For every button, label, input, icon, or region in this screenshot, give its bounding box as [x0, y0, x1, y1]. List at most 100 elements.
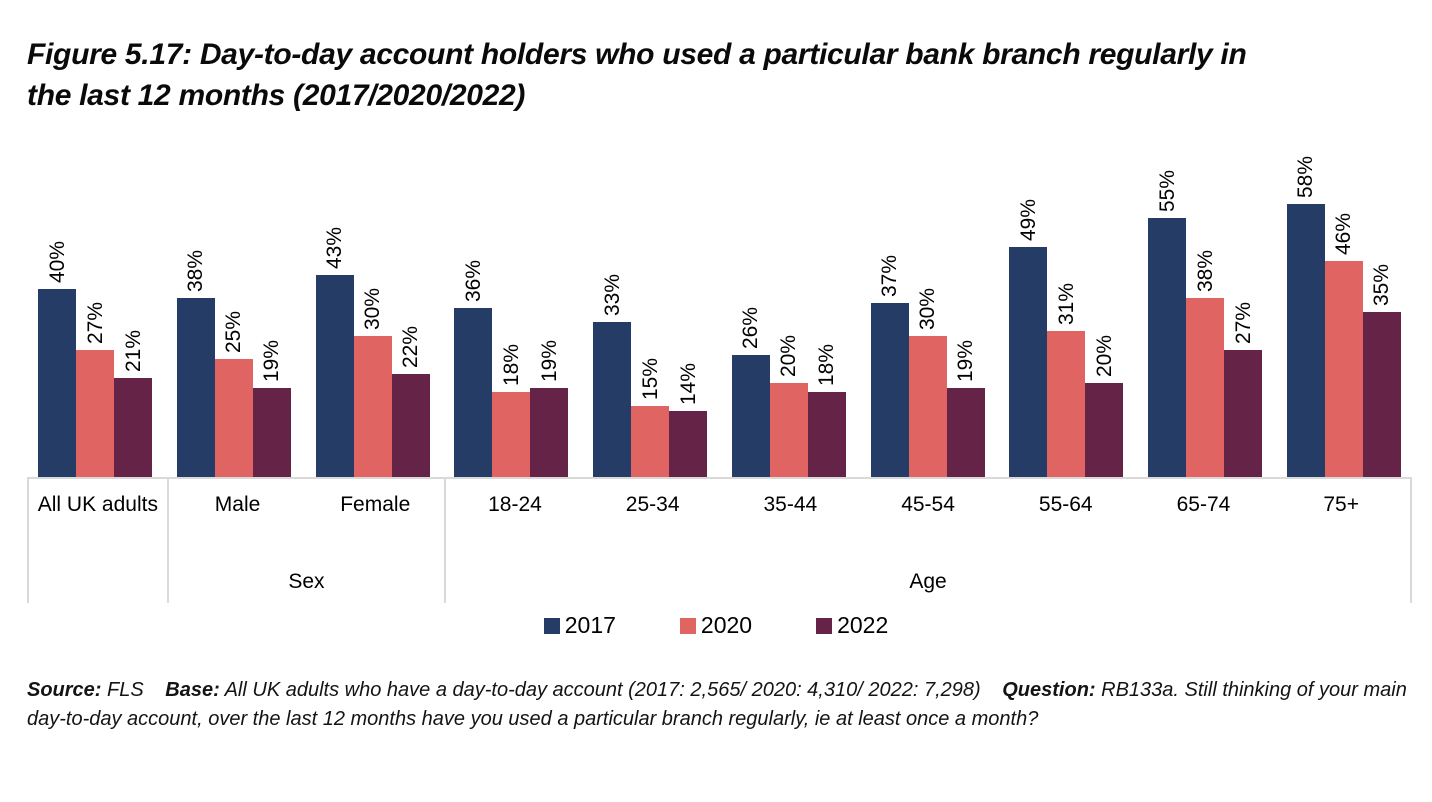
category-label: Male [214, 493, 261, 516]
bar-value-label: 40% [45, 240, 69, 283]
bar-unit: 19% [252, 340, 291, 477]
bar-unit: 35% [1362, 263, 1401, 477]
legend-label: 2017 [564, 612, 616, 638]
bar-2022 [1224, 350, 1263, 477]
legend-label: 2020 [700, 612, 753, 638]
bar-value-label: 33% [600, 273, 624, 316]
bar-2020 [76, 350, 114, 477]
category-label-row: All UK adults [29, 491, 167, 518]
bar-value-label: 20% [1092, 334, 1116, 377]
bar-2022 [946, 388, 985, 477]
bar-group: 58% 46% 35% [1286, 156, 1401, 477]
bar-value-label: 35% [1370, 263, 1394, 306]
bar-value-label: 27% [83, 301, 107, 344]
category-label: 45-54 [901, 493, 955, 516]
bar-2017 [593, 322, 632, 477]
bar-value-label: 25% [222, 310, 246, 353]
bar-unit: 31% [1047, 282, 1086, 477]
bar-2020 [769, 383, 808, 477]
bar-value-label: 20% [777, 334, 801, 377]
bar-2020 [353, 336, 392, 477]
category-label: 55-64 [1038, 493, 1093, 516]
bar-2017 [176, 298, 215, 477]
group-label: Age [909, 570, 947, 593]
bar-value-label: 36% [461, 259, 485, 302]
category-label: Female [340, 493, 411, 516]
bar-group: 49% 31% 20% [1009, 199, 1124, 477]
category-label: 25-34 [625, 493, 680, 516]
bar-2022 [530, 388, 569, 477]
category-label: 35-44 [763, 493, 818, 516]
bar-unit: 49% [1009, 199, 1048, 477]
bar-unit: 46% [1324, 212, 1363, 477]
bar-unit: 30% [908, 287, 947, 477]
bar-2017 [731, 355, 770, 477]
footnote: Source: FLS Base: All UK adults who have… [27, 676, 1419, 734]
bar-group: 38% 25% 19% [176, 249, 291, 477]
bar-unit: 43% [315, 226, 354, 477]
legend-item: 2022 [816, 612, 888, 639]
bar-unit: 58% [1286, 156, 1325, 477]
axis-section: All UK adults [27, 479, 169, 603]
bar-2020 [631, 406, 670, 477]
bar-unit: 37% [870, 254, 909, 477]
bar-value-label: 22% [399, 325, 423, 368]
bar-value-label: 30% [361, 287, 385, 330]
bar-2022 [807, 392, 846, 477]
bar-unit: 38% [176, 249, 215, 477]
bar-chart: 40% 27% 21% 38% 25% 19% 43% 30% 22% 36% 18% 19% 33% 1… [27, 130, 1413, 603]
bar-unit: 21% [114, 330, 152, 477]
bar-group: 40% 27% 21% [38, 241, 152, 477]
legend-swatch [679, 617, 696, 634]
bar-value-label: 37% [878, 254, 902, 297]
bar-unit: 30% [353, 287, 392, 477]
bar-unit: 27% [1224, 302, 1263, 477]
bar-unit: 25% [214, 310, 253, 477]
bar-value-label: 19% [537, 339, 561, 382]
bar-2022 [1085, 383, 1124, 477]
bar-2017 [38, 289, 76, 477]
category-label: 65-74 [1176, 493, 1231, 516]
bar-2020 [214, 359, 253, 477]
bar-unit: 19% [530, 339, 569, 477]
bar-value-label: 38% [184, 249, 208, 292]
category-label: All UK adults [37, 493, 158, 516]
bar-value-label: 19% [954, 339, 978, 382]
question-label: Question: [1002, 679, 1096, 701]
bar-value-label: 30% [916, 287, 940, 330]
bar-value-label: 31% [1054, 282, 1078, 325]
legend-item: 2017 [543, 612, 616, 639]
category-axis: All UK adults Male Female Sex 18-24 25-34 35-4… [27, 477, 1413, 603]
bar-2020 [1186, 298, 1225, 477]
bar-unit: 27% [76, 302, 114, 477]
bar-unit: 55% [1148, 170, 1187, 477]
bar-2017 [454, 308, 493, 477]
bar-unit: 40% [38, 241, 76, 477]
base-value: All UK adults who have a day-to-day acco… [224, 679, 981, 701]
bar-value-label: 21% [121, 329, 145, 372]
group-label [29, 570, 167, 597]
bar-value-label: 46% [1332, 212, 1356, 255]
plot-area: 40% 27% 21% 38% 25% 19% 43% 30% 22% 36% 18% 19% 33% 1… [27, 130, 1412, 477]
bar-2022 [114, 378, 152, 477]
source-label: Source: [27, 679, 102, 701]
bar-value-label: 38% [1193, 249, 1217, 292]
base-label: Base: [165, 679, 220, 701]
bar-unit: 22% [391, 325, 430, 477]
axis-section: 18-24 25-34 35-44 45-54 55-64 65-74 75+ Age [446, 479, 1413, 603]
bar-group: 37% 30% 19% [870, 254, 985, 477]
bar-value-label: 43% [323, 226, 347, 269]
bar-unit: 36% [454, 259, 493, 477]
bar-unit: 26% [731, 307, 770, 477]
bar-unit: 20% [769, 334, 808, 477]
bar-2017 [315, 275, 354, 477]
bar-group: 55% 38% 27% [1148, 170, 1263, 477]
figure-title: Figure 5.17: Day-to-day account holders … [27, 38, 1247, 112]
bar-2022 [669, 411, 708, 477]
bar-2017 [870, 303, 909, 477]
bar-2017 [1286, 204, 1325, 477]
bar-unit: 14% [669, 363, 708, 477]
bar-2017 [1148, 218, 1187, 477]
bar-2022 [1362, 312, 1401, 477]
category-label: 18-24 [488, 493, 542, 516]
